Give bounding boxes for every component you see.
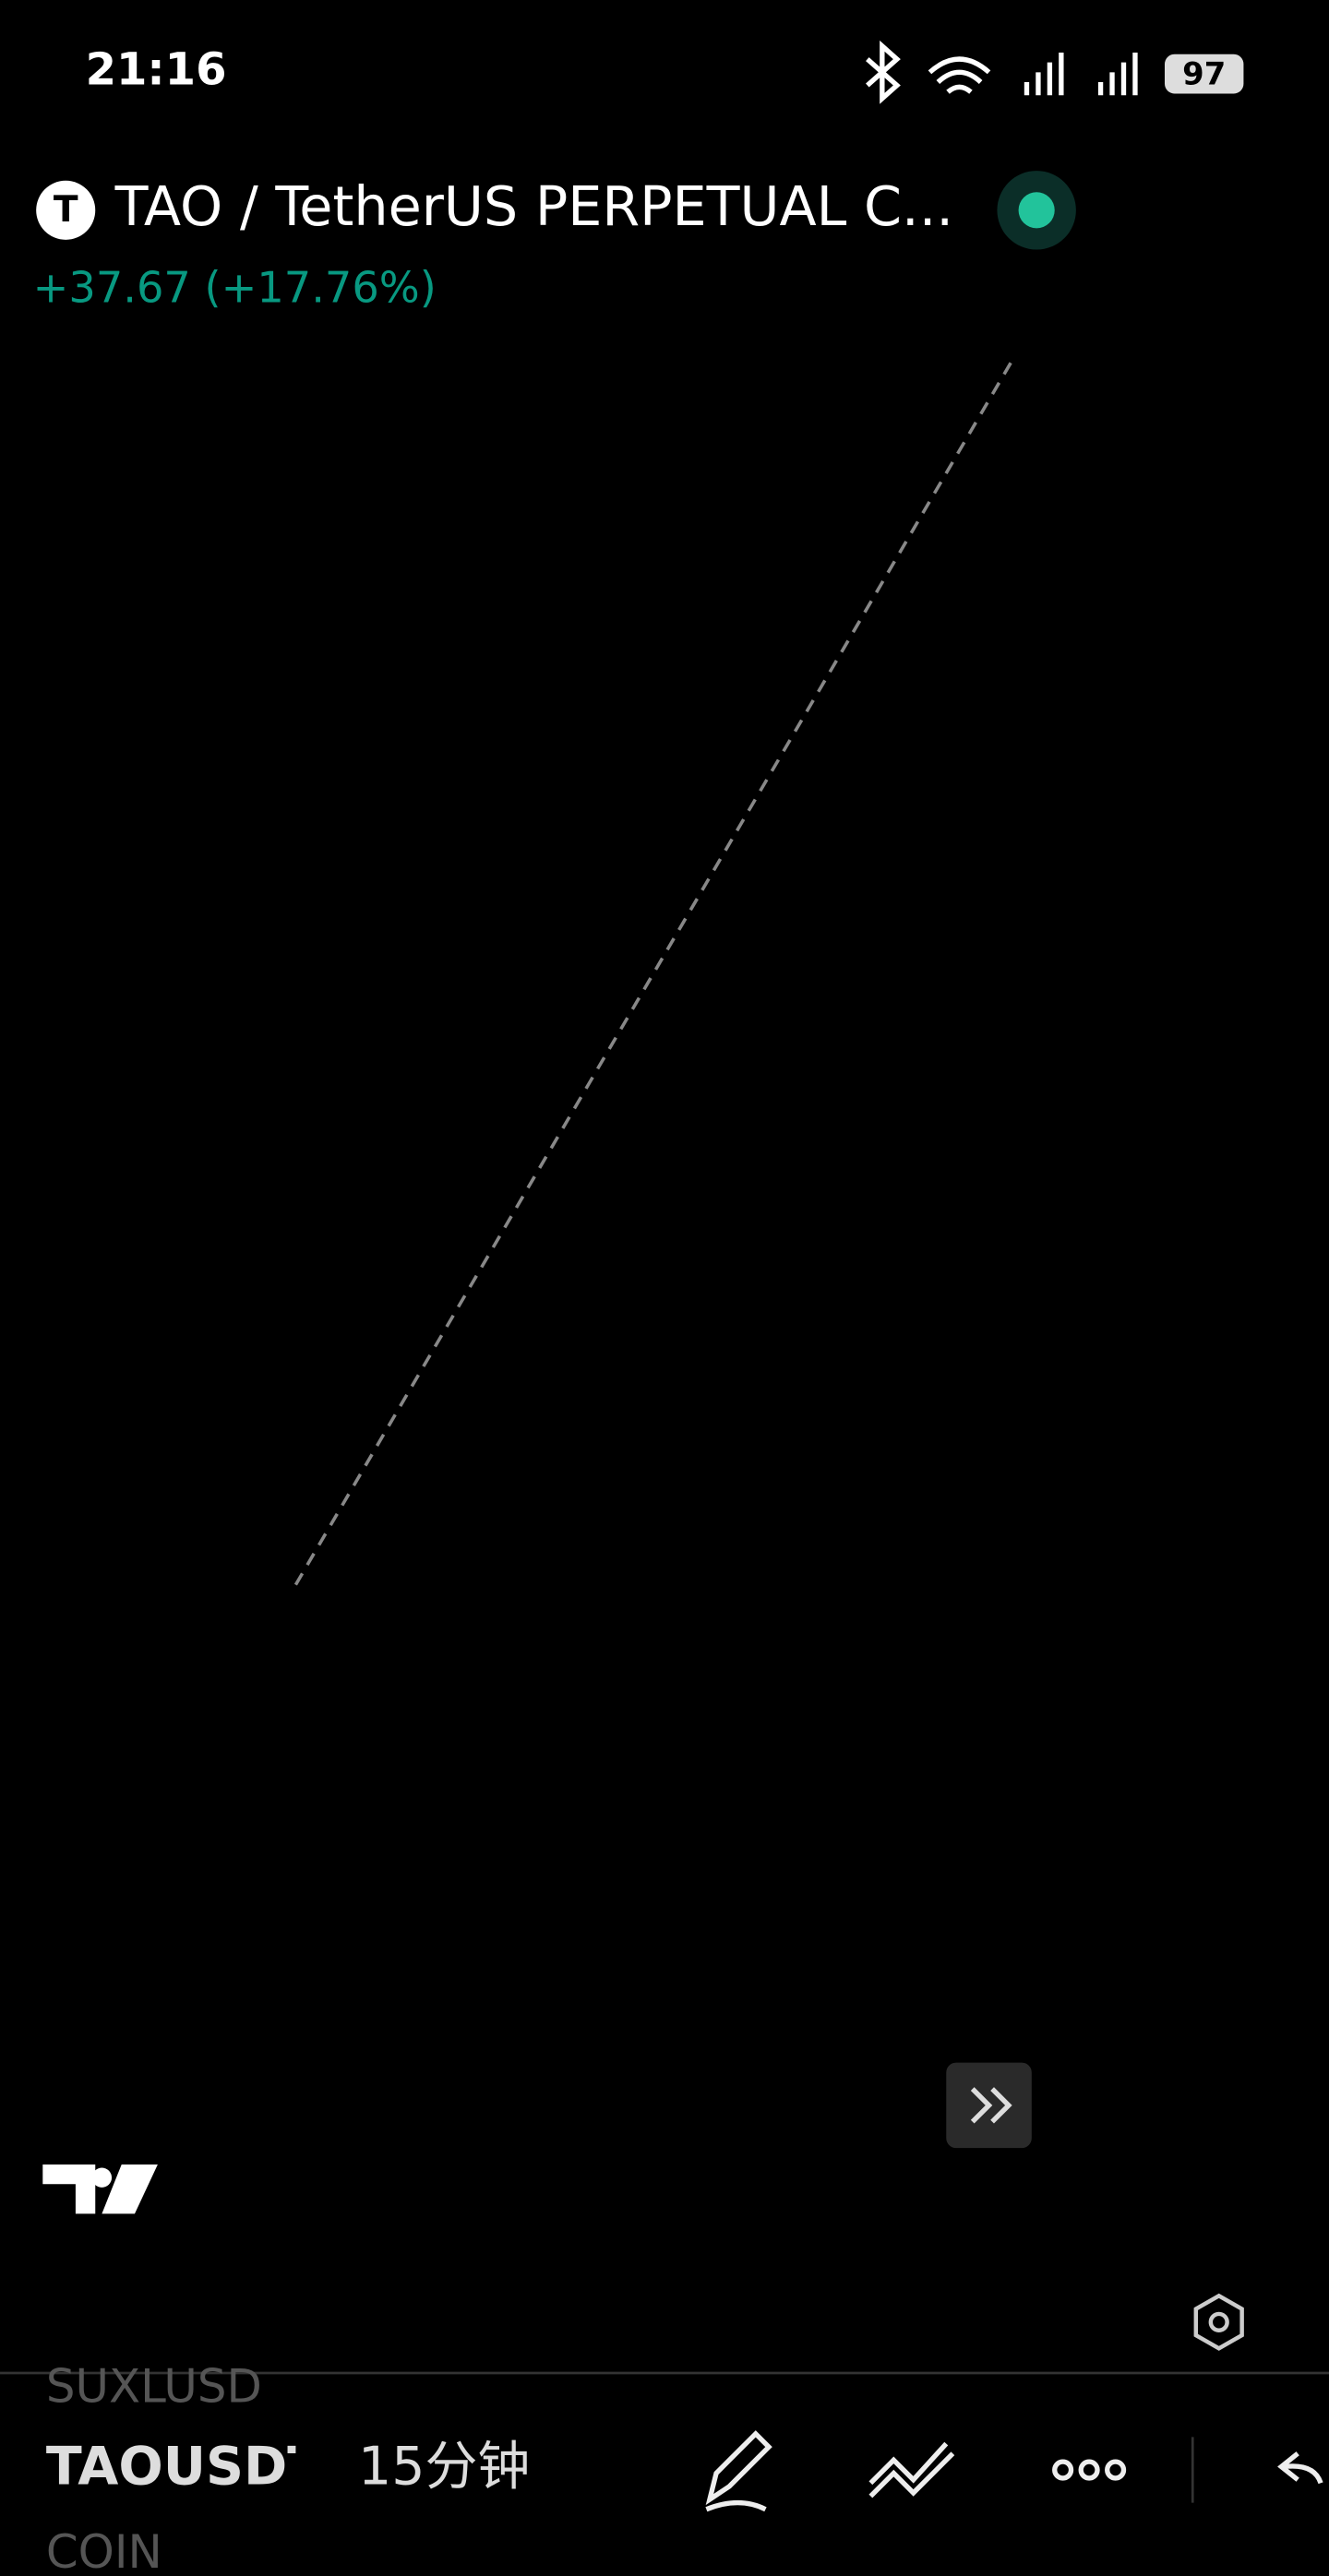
lines-icon[interactable] — [868, 2441, 955, 2498]
more-dot — [1105, 2459, 1127, 2481]
toolbar-icons — [705, 2430, 1323, 2512]
trend-path — [293, 357, 1015, 1586]
scroll-icon — [970, 2087, 1012, 2124]
tv-logo — [42, 2164, 158, 2214]
interval[interactable]: 15分钟 — [358, 2437, 530, 2498]
undo-icon[interactable] — [1277, 2451, 1323, 2485]
settings-icon[interactable] — [1193, 2293, 1244, 2351]
more-dot — [1078, 2459, 1100, 2481]
symbol-fade — [295, 2430, 329, 2513]
symbol-logo — [36, 180, 96, 240]
draw-icon[interactable] — [705, 2430, 772, 2512]
settings-icon-center — [1208, 2311, 1229, 2332]
status-time: 21:16 — [86, 43, 227, 95]
status-dot — [1018, 192, 1055, 229]
chart-title: TAO / TetherUS PERPETUAL C... — [114, 174, 953, 238]
status-icons — [866, 40, 1138, 104]
battery-level: 97 — [1182, 55, 1226, 91]
tv-logo-dot — [91, 2167, 113, 2188]
symbol-logo-letter: T — [54, 189, 78, 231]
more-dot[interactable] — [1052, 2459, 1074, 2481]
price-change: +37.67 (+17.76%) — [33, 263, 437, 313]
battery — [1164, 54, 1244, 94]
symbol-next: COIN — [46, 2525, 162, 2576]
symbol[interactable]: TAOUSDT — [46, 2437, 323, 2498]
symbol-prev: SUXLUSD — [46, 2359, 262, 2413]
